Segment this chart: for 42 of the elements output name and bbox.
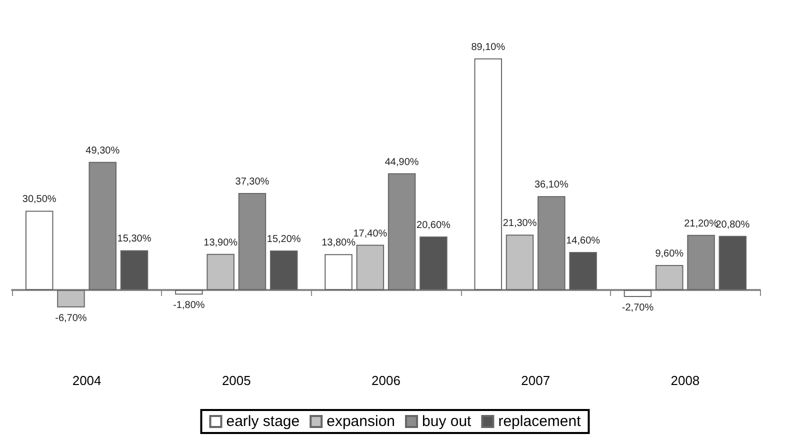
data-label: 20,60% — [416, 220, 451, 231]
data-label: 15,20% — [266, 234, 301, 245]
x-tick-label: 2007 — [521, 373, 550, 388]
data-label: 89,10% — [471, 42, 506, 53]
data-label: 36,10% — [534, 180, 568, 191]
bar — [656, 265, 684, 290]
data-label: 49,30% — [86, 145, 120, 156]
x-tick-label: 2006 — [372, 373, 400, 388]
bar — [324, 254, 352, 290]
bar — [356, 244, 384, 290]
data-label: 17,40% — [353, 228, 388, 240]
data-label: -6,70% — [55, 312, 87, 324]
bar — [624, 290, 652, 298]
x-tick-label: 2004 — [72, 373, 102, 388]
x-tick-label: 2005 — [222, 373, 251, 388]
legend-label: early stage — [226, 413, 300, 430]
bar — [270, 250, 298, 290]
data-label: 21,30% — [502, 218, 537, 230]
data-label: 37,30% — [235, 176, 270, 188]
data-label: -1,80% — [173, 300, 205, 312]
bar — [569, 252, 597, 290]
data-label: 14,60% — [566, 236, 600, 247]
bar — [420, 236, 448, 290]
data-label: 13,90% — [204, 237, 238, 248]
legend-label: buy out — [422, 413, 472, 430]
legend-label: expansion — [326, 413, 396, 430]
data-label: -2,70% — [622, 302, 654, 314]
bar — [57, 290, 85, 308]
bar — [474, 58, 502, 290]
x-tick-label: 2008 — [670, 373, 700, 388]
data-label: 13,80% — [322, 238, 356, 249]
bar — [718, 236, 747, 290]
data-label: 30,50% — [22, 194, 56, 206]
bar — [206, 254, 234, 290]
legend-label: replacement — [498, 413, 582, 430]
bar — [175, 290, 203, 295]
bar — [506, 234, 534, 290]
data-label: 44,90% — [384, 156, 419, 168]
data-label: 9,60% — [655, 248, 684, 260]
bar — [25, 210, 54, 290]
data-label: 15,30% — [117, 234, 152, 245]
bar — [120, 250, 148, 290]
